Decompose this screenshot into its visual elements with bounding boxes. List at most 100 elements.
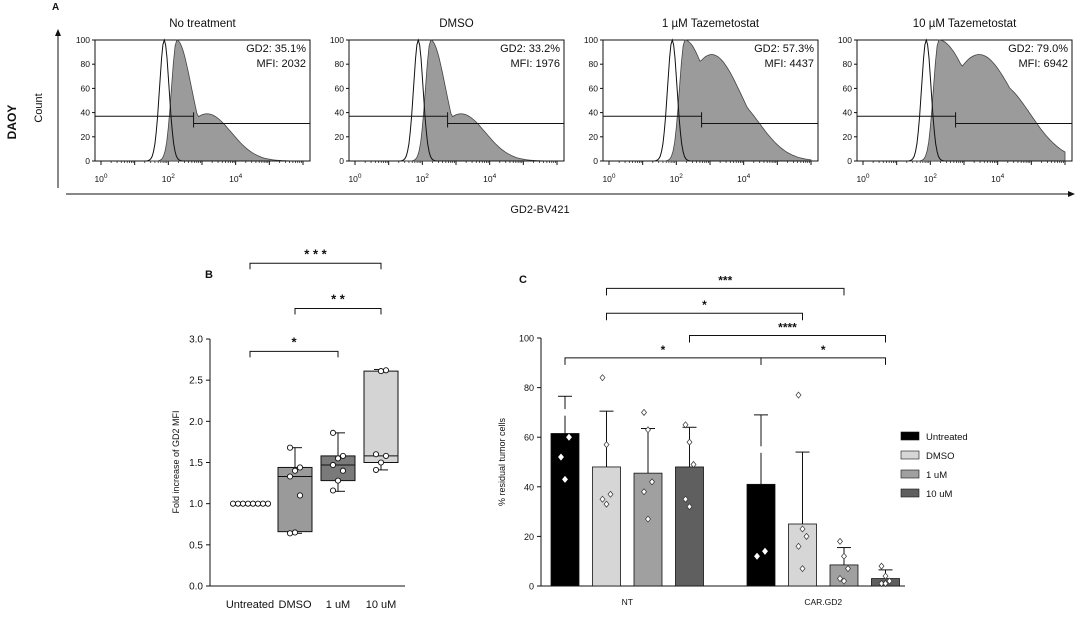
panel-title: No treatment	[169, 18, 236, 30]
data-point	[837, 575, 843, 583]
data-point	[799, 525, 806, 533]
panel-title: 1 µM Tazemetostat	[662, 18, 760, 30]
panel-b-letter: B	[205, 269, 213, 281]
y-tick-label: 80	[524, 383, 534, 393]
x-tick-base: 10	[416, 174, 426, 184]
y-tick-label: 60	[81, 83, 91, 93]
data-point	[339, 467, 347, 474]
x-tick-exponent: 0	[866, 173, 870, 180]
data-point	[682, 421, 689, 429]
y-tick-label: 0.5	[189, 540, 203, 551]
data-point	[799, 565, 806, 573]
bar	[788, 523, 817, 587]
y-tick-label: 100	[519, 334, 534, 344]
mfi-value: MFI: 6942	[1018, 58, 1068, 70]
significance-stars: ****	[778, 321, 797, 335]
data-point	[758, 446, 764, 454]
data-point	[686, 503, 693, 511]
y-tick-label: 60	[335, 83, 345, 93]
significance-stars: *	[291, 334, 297, 349]
data-point	[264, 500, 272, 507]
y-tick-label: 20	[524, 532, 534, 542]
x-tick-label: 102	[162, 173, 175, 184]
panel-c-y-label: % residual tumor cells	[497, 417, 507, 506]
significance-bracket	[760, 357, 886, 365]
mfi-value: MFI: 4437	[764, 58, 814, 70]
x-tick-exponent: 4	[493, 173, 497, 180]
y-tick-label: 80	[335, 59, 345, 69]
x-tick-base: 10	[348, 174, 358, 184]
significance-bracket	[689, 335, 886, 343]
category-label: Untreated	[226, 599, 274, 611]
x-tick-base: 10	[602, 174, 612, 184]
data-point	[334, 455, 342, 462]
data-point	[372, 466, 380, 473]
x-tick-label: 104	[229, 173, 242, 184]
y-tick-label: 20	[81, 132, 91, 142]
y-tick-label: 40	[335, 108, 345, 118]
data-point	[762, 547, 768, 555]
data-point	[795, 542, 802, 550]
significance-bracket	[249, 350, 339, 358]
y-tick-label: 100	[838, 35, 852, 45]
data-point	[682, 495, 689, 503]
y-tick-label: 40	[589, 108, 599, 118]
data-point	[339, 452, 347, 459]
data-point	[837, 537, 843, 545]
control-histogram	[863, 38, 1065, 162]
legend-swatch	[900, 469, 920, 479]
data-point	[296, 464, 304, 471]
x-tick-exponent: 2	[425, 173, 429, 180]
y-tick-label: 20	[589, 132, 599, 142]
category-label: 1 uM	[326, 599, 350, 611]
data-point	[795, 391, 802, 399]
x-tick-exponent: 4	[747, 173, 751, 180]
data-point	[329, 487, 337, 494]
data-point	[841, 552, 847, 560]
gd2-percentage: GD2: 35.1%	[246, 43, 306, 55]
x-tick-base: 10	[483, 174, 493, 184]
data-point	[558, 381, 564, 389]
y-tick-label: 2.0	[189, 417, 203, 428]
x-tick-label: 102	[924, 173, 937, 184]
bar	[746, 483, 776, 587]
data-point	[234, 500, 242, 507]
control-histogram	[101, 38, 303, 162]
data-point	[291, 529, 299, 536]
data-point	[878, 579, 885, 588]
y-tick-label: 1.0	[189, 499, 203, 510]
x-tick-label: 100	[602, 173, 615, 184]
significance-stars: *	[821, 343, 826, 357]
mfi-value: MFI: 2032	[256, 58, 306, 70]
mfi-value: MFI: 1976	[510, 58, 560, 70]
legend-label: Untreated	[926, 432, 968, 443]
bar	[592, 466, 621, 587]
significance-stars: *	[661, 343, 666, 357]
x-tick-exponent: 0	[612, 173, 616, 180]
y-tick-label: 60	[843, 83, 853, 93]
y-tick-label: 60	[524, 433, 534, 443]
significance-bracket	[294, 308, 382, 315]
data-point	[599, 495, 606, 503]
box	[363, 370, 399, 463]
x-tick-exponent: 2	[933, 173, 937, 180]
data-point	[566, 433, 572, 441]
data-point	[291, 467, 299, 474]
x-tick-base: 10	[737, 174, 747, 184]
box-plot: 0.0 0.5 1.0 1.5 2.0 2.5 3.0 Untreated DMSO 1 uM 10…	[189, 246, 405, 611]
significance-bracket	[606, 312, 803, 321]
data-point	[329, 461, 337, 469]
data-point	[229, 500, 237, 507]
data-point	[645, 426, 651, 434]
data-point	[562, 475, 568, 483]
data-point	[334, 477, 342, 484]
y-tick-label: 0.0	[189, 582, 203, 593]
data-point	[254, 500, 262, 507]
legend-label: 10 uM	[926, 489, 952, 500]
y-tick-label: 0	[85, 156, 90, 166]
y-tick-label: 80	[843, 59, 853, 69]
y-tick-label: 2.5	[189, 376, 203, 387]
